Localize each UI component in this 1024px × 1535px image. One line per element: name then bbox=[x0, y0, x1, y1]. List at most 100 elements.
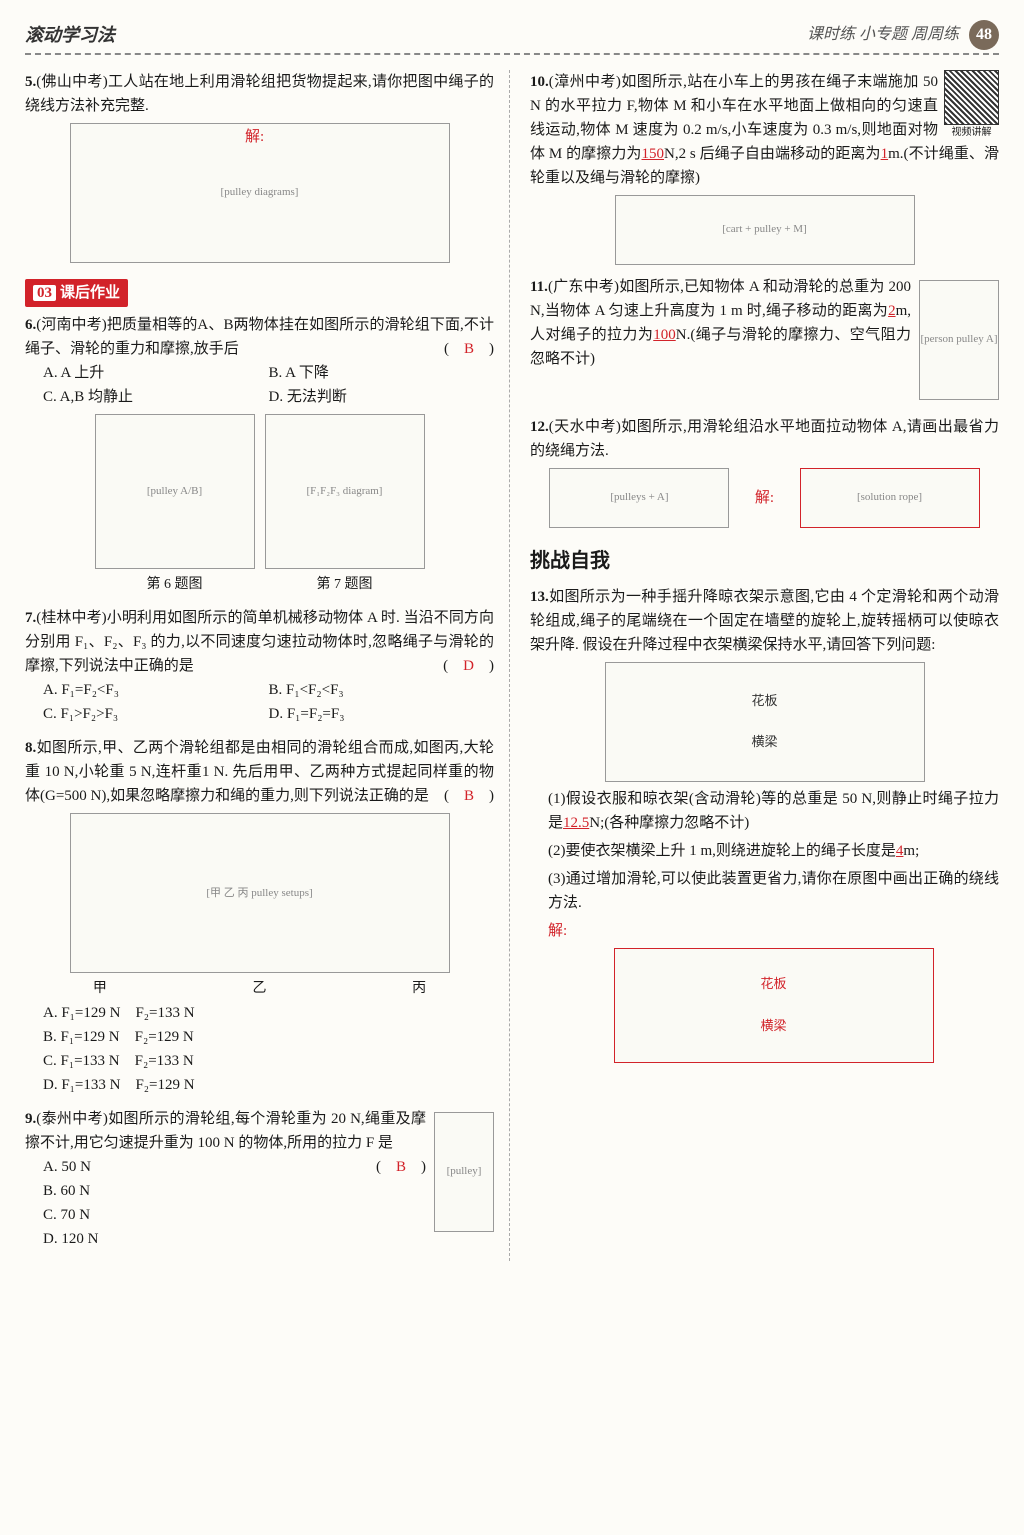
q10-figure: [cart + pulley + M] bbox=[615, 195, 915, 265]
q6-answer: B bbox=[464, 341, 474, 357]
section-03-title: 课后作业 bbox=[60, 285, 120, 301]
challenge-heading: 挑战自我 bbox=[530, 545, 999, 577]
q9-opt-d: D. 120 N bbox=[43, 1227, 376, 1251]
question-12: 12.(天水中考)如图所示,用滑轮组沿水平地面拉动物体 A,请画出最省力的绕绳方… bbox=[530, 415, 999, 533]
q13-label-huaban: 花板 bbox=[751, 693, 777, 708]
q9-figure: [pulley] bbox=[434, 1112, 494, 1232]
question-8: 8.如图所示,甲、乙两个滑轮组都是由相同的滑轮组合而成,如图丙,大轮重 10 N… bbox=[25, 736, 494, 1096]
q8-label-jia: 甲 bbox=[93, 978, 107, 1000]
q10-text2: N,2 s 后绳子自由端移动的距离为 bbox=[664, 146, 881, 162]
q13-sub2: (2)要使衣架横梁上升 1 m,则绕进旋轮上的绳子长度是4m; bbox=[530, 839, 999, 863]
q7-num: 7. bbox=[25, 610, 36, 626]
q7-opt-c: C. F₁>F₂>F₃ bbox=[43, 702, 269, 726]
q11-text1: (广东中考)如图所示,已知物体 A 和动滑轮的总重为 200 N,当物体 A 匀… bbox=[530, 279, 911, 319]
q6-opt-c: C. A,B 均静止 bbox=[43, 385, 269, 409]
q7-options: A. F₁=F₂<F₃ B. F₁<F₂<F₃ C. F₁>F₂>F₃ D. F… bbox=[25, 678, 494, 726]
qr-code-icon bbox=[944, 70, 999, 125]
q13-sol-label-huaban: 花板 bbox=[760, 976, 786, 991]
question-5: 5.(佛山中考)工人站在地上利用滑轮组把货物提起来,请你把图中绳子的绕线方法补充… bbox=[25, 70, 494, 263]
section-03-tag: 03课后作业 bbox=[25, 279, 128, 307]
q13-sub1: (1)假设衣服和晾衣架(含动滑轮)等的总重是 50 N,则静止时绳子拉力是12.… bbox=[530, 787, 999, 835]
q8-opt-d: D. F₁=133 N F₂=129 N bbox=[43, 1073, 494, 1097]
left-column: 5.(佛山中考)工人站在地上利用滑轮组把货物提起来,请你把图中绳子的绕线方法补充… bbox=[25, 70, 510, 1261]
q9-options: A. 50 N B. 60 N C. 70 N D. 120 N bbox=[25, 1155, 376, 1251]
q8-opt-b: B. F₁=129 N F₂=129 N bbox=[43, 1025, 494, 1049]
q12-figure-left: [pulleys + A] bbox=[549, 468, 729, 528]
q7-opt-d: D. F₁=F₂=F₃ bbox=[269, 702, 495, 726]
q9-answer: B bbox=[396, 1159, 406, 1175]
q7-text: (桂林中考)小明利用如图所示的简单机械移动物体 A 时. 当沿不同方向分别用 F… bbox=[25, 610, 494, 674]
qr-label: 视频讲解 bbox=[944, 125, 999, 141]
q13-sol-label-hengliang: 横梁 bbox=[760, 1018, 786, 1033]
q11-ans1: 2 bbox=[888, 303, 896, 319]
question-11: 11.(广东中考)如图所示,已知物体 A 和动滑轮的总重为 200 N,当物体 … bbox=[530, 275, 999, 405]
q6-caption: 第 6 题图 bbox=[95, 574, 255, 596]
q6-options: A. A 上升 B. A 下降 C. A,B 均静止 D. 无法判断 bbox=[25, 361, 494, 409]
q9-opt-c: C. 70 N bbox=[43, 1203, 376, 1227]
q12-text: (天水中考)如图所示,用滑轮组沿水平地面拉动物体 A,请画出最省力的绕绳方法. bbox=[530, 419, 999, 459]
section-03-num: 03 bbox=[33, 285, 56, 301]
q13-sub1-post: N;(各种摩擦力忽略不计) bbox=[589, 815, 749, 831]
q10-ans1: 150 bbox=[642, 146, 665, 162]
q6-figure: [pulley A/B] bbox=[95, 414, 255, 569]
right-column: 视频讲解 10.(漳州中考)如图所示,站在小车上的男孩在绳子末端施加 50 N … bbox=[530, 70, 999, 1261]
page-number: 48 bbox=[969, 20, 999, 50]
q13-text: 如图所示为一种手摇升降晾衣架示意图,它由 4 个定滑轮和两个动滑轮组成,绳子的尾… bbox=[530, 589, 999, 653]
q13-solution: 解: 花板 横梁 bbox=[530, 919, 999, 1063]
q6-num: 6. bbox=[25, 317, 36, 333]
q12-figure-solution: [solution rope] bbox=[800, 468, 980, 528]
q9-opt-a: A. 50 N bbox=[43, 1155, 376, 1179]
q8-options: A. F₁=129 N F₂=133 N B. F₁=129 N F₂=129 … bbox=[25, 1001, 494, 1097]
question-9: 9.(泰州中考)如图所示的滑轮组,每个滑轮重为 20 N,绳重及摩擦不计,用它匀… bbox=[25, 1107, 494, 1251]
q5-num: 5. bbox=[25, 74, 36, 90]
q8-opt-a: A. F₁=129 N F₂=133 N bbox=[43, 1001, 494, 1025]
q9-text: (泰州中考)如图所示的滑轮组,每个滑轮重为 20 N,绳重及摩擦不计,用它匀速提… bbox=[25, 1111, 426, 1151]
q13-num: 13. bbox=[530, 589, 549, 605]
question-10: 视频讲解 10.(漳州中考)如图所示,站在小车上的男孩在绳子末端施加 50 N … bbox=[530, 70, 999, 265]
q8-figure-labels: 甲 乙 丙 bbox=[25, 978, 494, 1000]
q7-figure: [F₁F₂F₃ diagram] bbox=[265, 414, 425, 569]
q13-label-hengliang: 横梁 bbox=[751, 734, 777, 749]
q9-opt-b: B. 60 N bbox=[43, 1179, 376, 1203]
q9-num: 9. bbox=[25, 1111, 36, 1127]
q10-num: 10. bbox=[530, 74, 549, 90]
q6-text: (河南中考)把质量相等的A、B两物体挂在如图所示的滑轮组下面,不计绳子、滑轮的重… bbox=[25, 317, 494, 357]
q8-num: 8. bbox=[25, 740, 36, 756]
q6-q7-figures: [pulley A/B] 第 6 题图 [F₁F₂F₃ diagram] 第 7… bbox=[25, 409, 494, 596]
q6-opt-a: A. A 上升 bbox=[43, 361, 269, 385]
q13-sub2-post: m; bbox=[903, 843, 919, 859]
q6-answer-slot: ( B ) bbox=[444, 337, 494, 361]
q7-caption: 第 7 题图 bbox=[265, 574, 425, 596]
q7-answer-slot: ( D ) bbox=[443, 654, 494, 678]
question-6: 6.(河南中考)把质量相等的A、B两物体挂在如图所示的滑轮组下面,不计绳子、滑轮… bbox=[25, 313, 494, 596]
q12-solution-label: 解: bbox=[755, 486, 774, 510]
q6-opt-d: D. 无法判断 bbox=[269, 385, 495, 409]
q10-ans2: 1 bbox=[881, 146, 889, 162]
q7-opt-b: B. F₁<F₂<F₃ bbox=[269, 678, 495, 702]
content-columns: 5.(佛山中考)工人站在地上利用滑轮组把货物提起来,请你把图中绳子的绕线方法补充… bbox=[25, 70, 999, 1261]
q5-solution-label: 解: bbox=[245, 125, 264, 149]
header-left-text: 滚动学习法 bbox=[25, 21, 115, 50]
q8-opt-c: C. F₁=133 N F₂=133 N bbox=[43, 1049, 494, 1073]
q13-sub1-ans: 12.5 bbox=[563, 815, 589, 831]
q8-figure: [甲 乙 丙 pulley setups] bbox=[70, 813, 450, 973]
q11-num: 11. bbox=[530, 279, 548, 295]
q7-opt-a: A. F₁=F₂<F₃ bbox=[43, 678, 269, 702]
q9-answer-slot: ( B ) bbox=[376, 1155, 426, 1179]
q5-text: (佛山中考)工人站在地上利用滑轮组把货物提起来,请你把图中绳子的绕线方法补充完整… bbox=[25, 74, 494, 114]
header-right-text: 课时练 小专题 周周练 48 bbox=[807, 20, 999, 50]
q6-opt-b: B. A 下降 bbox=[269, 361, 495, 385]
question-7: 7.(桂林中考)小明利用如图所示的简单机械移动物体 A 时. 当沿不同方向分别用… bbox=[25, 606, 494, 726]
header-subtitle: 课时练 小专题 周周练 bbox=[807, 26, 959, 43]
q7-answer: D bbox=[463, 658, 474, 674]
q8-label-yi: 乙 bbox=[252, 978, 266, 1000]
q8-answer: B bbox=[464, 788, 474, 804]
q13-solution-figure: 花板 横梁 bbox=[614, 948, 934, 1063]
q11-figure: [person pulley A] bbox=[919, 280, 999, 400]
q13-figure: 花板 横梁 bbox=[605, 662, 925, 782]
page-header: 滚动学习法 课时练 小专题 周周练 48 bbox=[25, 20, 999, 55]
q8-answer-slot: ( B ) bbox=[444, 784, 494, 808]
q13-sol-label: 解: bbox=[548, 923, 567, 939]
q11-ans2: 100 bbox=[653, 327, 676, 343]
q13-sub2-pre: (2)要使衣架横梁上升 1 m,则绕进旋轮上的绳子长度是 bbox=[548, 843, 896, 859]
